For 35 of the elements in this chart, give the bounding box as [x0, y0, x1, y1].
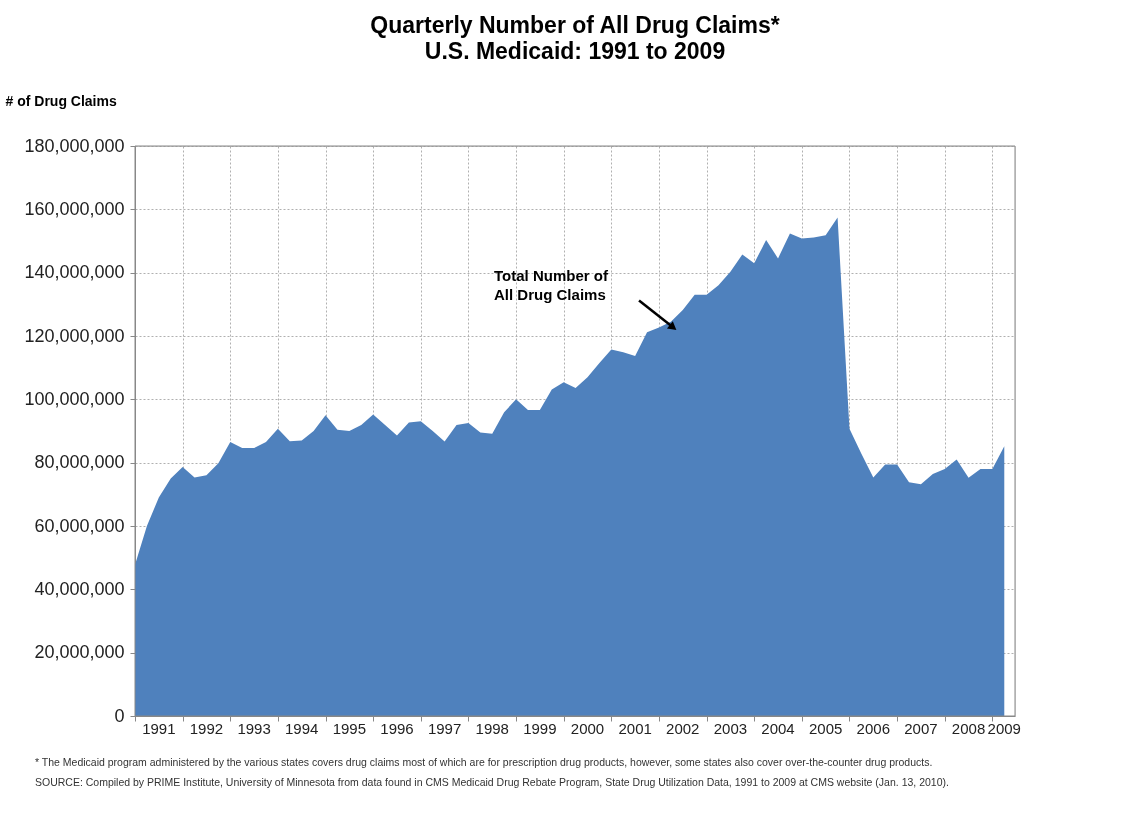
x-tick-label: 2007: [904, 720, 938, 737]
y-tick-label: 180,000,000: [24, 135, 125, 156]
x-tick-label: 1993: [237, 720, 271, 737]
x-tick-label: 2000: [570, 720, 605, 737]
x-tick-label: 1998: [475, 720, 509, 737]
source-note: SOURCE: Compiled by PRIME Institute, University of Minnesota from data found in CMS Medicaid Drug Rebate Program, State Drug Utilization Data, 1991 to 2009 at CMS website (Jan. 13, 2010).: [35, 776, 949, 788]
x-tick-label: 2004: [761, 720, 795, 737]
y-tick-label: 100,000,000: [24, 388, 125, 409]
x-tick-label: 1999: [523, 720, 557, 737]
y-tick-label: 0: [114, 705, 125, 726]
x-tick-label: 2002: [666, 720, 700, 737]
x-tick-label: 1991: [142, 720, 176, 737]
y-tick-label: 120,000,000: [24, 325, 125, 346]
annotation: Total Number of All Drug Claims: [494, 266, 609, 303]
y-axis-title: # of Drug Claims: [5, 92, 117, 109]
y-tick-label: 60,000,000: [34, 515, 125, 536]
x-tick-label: 1992: [189, 720, 224, 737]
x-tick-label: 1994: [285, 720, 319, 737]
y-tick-label: 160,000,000: [24, 198, 125, 219]
chart-title: Quarterly Number of All Drug Claims*: [370, 12, 780, 38]
x-tick-label: 2005: [808, 720, 843, 737]
x-tick-label: 2008: [951, 720, 986, 737]
text: * The Medicaid program administered by the various states covers drug claims most of which are for prescription drug products, however, some states also cover over-the-counter drug products.: [35, 756, 933, 768]
y-tick-label: 20,000,000: [34, 642, 125, 663]
x-tick-label: 2003: [713, 720, 748, 737]
chart-subtitle: U.S. Medicaid: 1991 to 2009: [424, 38, 726, 64]
x-tick-label: 2001: [618, 720, 652, 737]
x-tick-label: 1995: [332, 720, 367, 737]
x-tick-label: 2006: [856, 720, 890, 737]
y-tick-label: 40,000,000: [34, 578, 125, 599]
x-tick-label: 1996: [380, 720, 414, 737]
y-tick-label: 140,000,000: [24, 262, 125, 283]
x-tick-label: 2009: [987, 720, 1021, 737]
x-tick-label: 1997: [427, 720, 462, 737]
y-tick-label: 80,000,000: [34, 452, 125, 473]
